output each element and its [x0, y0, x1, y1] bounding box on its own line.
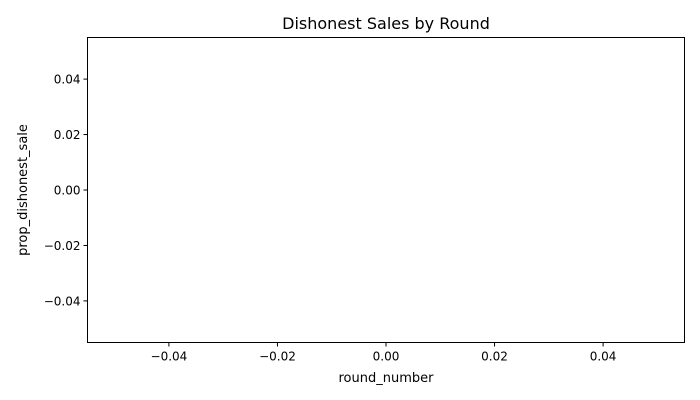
x-tick-label: 0.04	[590, 350, 617, 364]
x-tick-label: −0.04	[151, 350, 188, 364]
x-axis-label: round_number	[339, 371, 435, 386]
y-axis-label: prop_dishonest_sale	[16, 124, 31, 256]
y-tick-label: 0.00	[54, 184, 81, 198]
y-axis-ticks: −0.04 −0.02 0.00 0.02 0.04	[44, 73, 88, 308]
y-tick-label: −0.02	[44, 239, 81, 253]
y-tick-label: −0.04	[44, 294, 81, 308]
x-tick-label: 0.02	[481, 350, 508, 364]
chart-title: Dishonest Sales by Round	[282, 14, 490, 33]
x-axis-ticks: −0.04 −0.02 0.00 0.02 0.04	[151, 342, 617, 364]
plot-area	[87, 37, 685, 343]
y-tick-label: 0.04	[54, 73, 81, 87]
y-tick-label: 0.02	[54, 128, 81, 142]
x-tick-label: −0.02	[259, 350, 296, 364]
x-tick-label: 0.00	[373, 350, 400, 364]
